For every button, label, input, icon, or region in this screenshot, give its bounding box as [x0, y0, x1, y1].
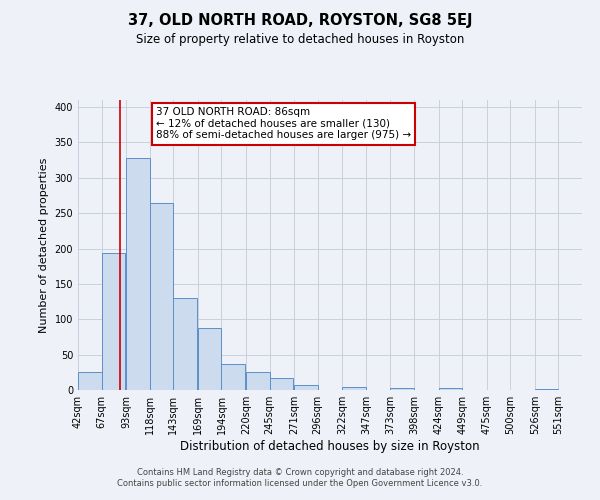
Bar	[294, 385, 318, 390]
Bar	[173, 298, 197, 390]
Bar	[535, 388, 559, 390]
X-axis label: Distribution of detached houses by size in Royston: Distribution of detached houses by size …	[180, 440, 480, 453]
Text: 37, OLD NORTH ROAD, ROYSTON, SG8 5EJ: 37, OLD NORTH ROAD, ROYSTON, SG8 5EJ	[128, 12, 472, 28]
Bar	[198, 328, 221, 390]
Text: Size of property relative to detached houses in Royston: Size of property relative to detached ho…	[136, 32, 464, 46]
Bar	[221, 364, 245, 390]
Bar	[439, 388, 462, 390]
Bar	[126, 158, 150, 390]
Bar	[101, 254, 125, 390]
Bar	[78, 372, 101, 390]
Bar	[342, 387, 366, 390]
Text: Contains HM Land Registry data © Crown copyright and database right 2024.
Contai: Contains HM Land Registry data © Crown c…	[118, 468, 482, 487]
Bar	[269, 378, 293, 390]
Bar	[150, 202, 173, 390]
Bar	[246, 372, 269, 390]
Text: 37 OLD NORTH ROAD: 86sqm
← 12% of detached houses are smaller (130)
88% of semi-: 37 OLD NORTH ROAD: 86sqm ← 12% of detach…	[156, 108, 411, 140]
Y-axis label: Number of detached properties: Number of detached properties	[39, 158, 49, 332]
Bar	[391, 388, 414, 390]
